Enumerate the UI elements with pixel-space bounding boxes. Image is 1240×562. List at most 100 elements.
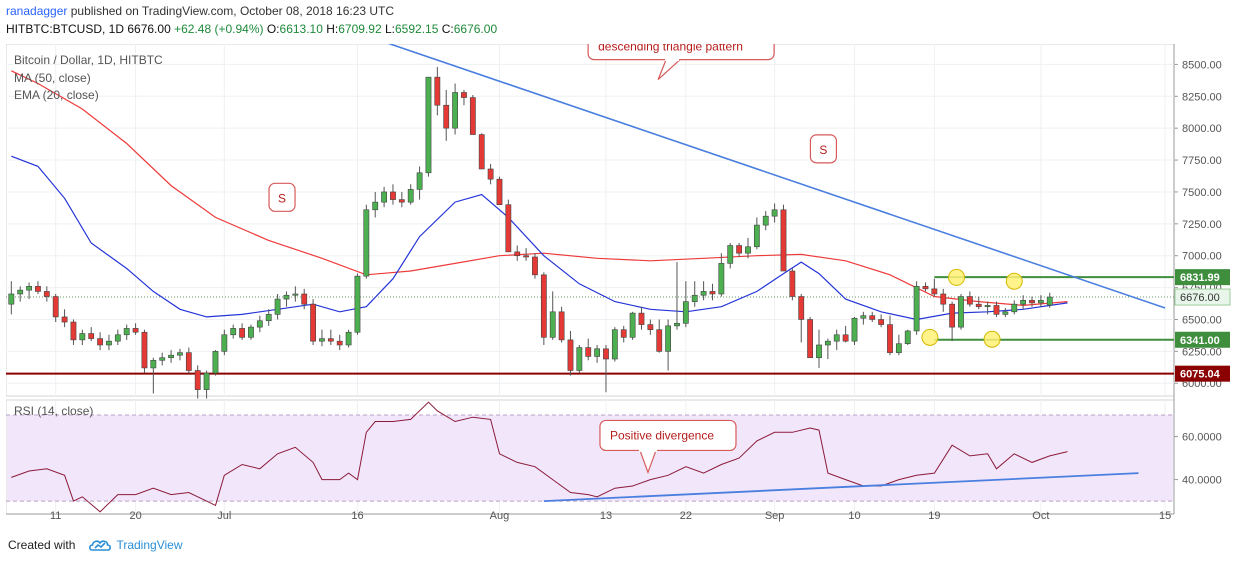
candle[interactable]: [310, 299, 316, 345]
candle[interactable]: [1029, 296, 1035, 307]
candle[interactable]: [860, 311, 867, 325]
candle[interactable]: [629, 311, 636, 340]
candle[interactable]: [611, 327, 618, 362]
candle[interactable]: [745, 237, 751, 259]
candle[interactable]: [434, 66, 441, 116]
candle[interactable]: [958, 293, 964, 330]
candle[interactable]: [469, 95, 476, 135]
candle[interactable]: [682, 281, 689, 328]
author-link[interactable]: ranadagger: [6, 4, 68, 18]
price-chart-svg[interactable]: 8500.00 8250.00 8000.00 7750.00 7500.00 7250.…: [5, 18, 1232, 524]
candle[interactable]: [88, 327, 95, 342]
candle[interactable]: [150, 357, 157, 394]
candle[interactable]: [585, 338, 592, 361]
candle[interactable]: [141, 329, 148, 374]
candle[interactable]: [922, 282, 929, 292]
candle[interactable]: [292, 286, 299, 302]
candle[interactable]: [514, 245, 521, 261]
candle[interactable]: [789, 268, 796, 301]
candle[interactable]: [239, 323, 245, 340]
candle[interactable]: [248, 324, 254, 340]
candle[interactable]: [1037, 295, 1044, 307]
candle[interactable]: [718, 253, 725, 297]
candle[interactable]: [727, 242, 734, 269]
candle[interactable]: [194, 365, 201, 399]
candle[interactable]: [505, 199, 512, 253]
candle[interactable]: [61, 309, 68, 328]
candle[interactable]: [709, 283, 716, 301]
candle[interactable]: [691, 281, 698, 307]
candle[interactable]: [416, 166, 423, 200]
candle[interactable]: [283, 291, 290, 307]
candle[interactable]: [523, 248, 529, 261]
candle[interactable]: [807, 316, 814, 359]
candle[interactable]: [540, 272, 547, 345]
candle[interactable]: [256, 315, 263, 333]
candle[interactable]: [425, 76, 432, 177]
candle[interactable]: [336, 334, 343, 351]
candle[interactable]: [70, 319, 77, 345]
candle[interactable]: [345, 329, 352, 348]
candle[interactable]: [106, 334, 112, 351]
candle[interactable]: [594, 344, 601, 363]
candle[interactable]: [532, 253, 538, 279]
candle[interactable]: [327, 329, 334, 345]
candle[interactable]: [381, 186, 387, 208]
candle[interactable]: [407, 184, 414, 205]
candle[interactable]: [887, 315, 893, 356]
candle[interactable]: [940, 288, 947, 312]
candle[interactable]: [549, 291, 556, 340]
tradingview-logo[interactable]: TradingView: [88, 536, 183, 554]
candle[interactable]: [26, 282, 32, 300]
candle[interactable]: [168, 350, 174, 363]
candle[interactable]: [558, 306, 565, 343]
candle[interactable]: [638, 306, 645, 330]
candle[interactable]: [79, 329, 86, 345]
candle[interactable]: [274, 293, 281, 320]
candle[interactable]: [984, 301, 991, 315]
candle[interactable]: [771, 203, 778, 223]
candle[interactable]: [700, 281, 707, 301]
candle[interactable]: [372, 191, 379, 218]
candle[interactable]: [114, 329, 121, 345]
candle[interactable]: [656, 319, 663, 353]
candle[interactable]: [1011, 300, 1018, 315]
candle[interactable]: [762, 211, 769, 231]
candle[interactable]: [203, 370, 210, 399]
candle[interactable]: [265, 309, 272, 326]
candle[interactable]: [1046, 292, 1053, 308]
candle[interactable]: [576, 344, 583, 374]
candle[interactable]: [443, 89, 450, 141]
candle[interactable]: [221, 329, 228, 356]
candle[interactable]: [949, 301, 956, 342]
price-panel[interactable]: [5, 43, 1175, 397]
candle[interactable]: [674, 262, 680, 330]
candle[interactable]: [43, 286, 50, 302]
candle[interactable]: [833, 329, 840, 351]
chart-area[interactable]: 8500.00 8250.00 8000.00 7750.00 7500.00 7250.…: [5, 18, 1232, 524]
candle[interactable]: [17, 286, 24, 302]
candle[interactable]: [35, 281, 41, 294]
candle[interactable]: [647, 319, 654, 335]
candle[interactable]: [8, 281, 15, 315]
candle[interactable]: [869, 311, 876, 323]
candle[interactable]: [97, 332, 103, 351]
candle[interactable]: [461, 89, 467, 106]
candle[interactable]: [159, 352, 166, 366]
candle[interactable]: [620, 325, 627, 343]
candle[interactable]: [177, 348, 183, 361]
candle[interactable]: [736, 242, 743, 257]
candle[interactable]: [753, 217, 760, 250]
candle[interactable]: [816, 329, 822, 368]
candle[interactable]: [185, 347, 192, 374]
candle[interactable]: [913, 281, 920, 335]
candle[interactable]: [993, 301, 1000, 317]
candle[interactable]: [354, 273, 361, 335]
candle[interactable]: [878, 314, 885, 328]
candle[interactable]: [603, 344, 609, 393]
candle[interactable]: [398, 191, 405, 208]
candle[interactable]: [895, 334, 902, 356]
candle[interactable]: [824, 338, 831, 360]
candle[interactable]: [212, 350, 219, 376]
candle[interactable]: [780, 204, 787, 272]
